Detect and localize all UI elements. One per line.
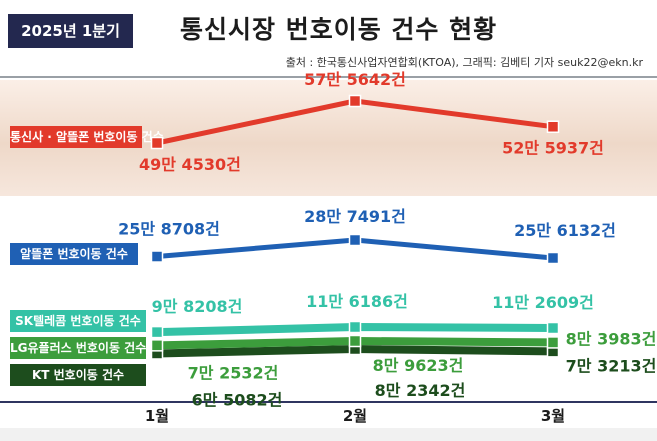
x-tick-label-3: 3월 [541,407,565,425]
data-label-mvno-3: 25만 6132건 [514,221,616,240]
data-point-mvno-3 [546,251,560,265]
data-label-skt-1: 9만 8208건 [152,297,243,316]
data-point-lgu-2 [348,334,362,348]
legend-tag-skt: SK텔레콤 번호이동 건수 [10,310,146,332]
legend-tag-mvno: 알뜰폰 번호이동 건수 [10,243,138,265]
source-credit: 출처 : 한국통신사업자연합회(KTOA), 그래픽: 김베티 기자 seuk2… [285,56,643,69]
data-label-lgu-1: 7만 2532건 [188,363,279,382]
data-label-skt-2: 11만 6186건 [306,292,408,311]
header-divider [0,76,657,78]
chart-title: 통신시장 번호이동 건수 현황 [180,15,498,44]
footer-stripe [0,428,657,441]
data-label-lgu-3: 8만 3983건 [566,329,657,348]
data-label-mvno-1: 25만 8708건 [118,220,220,239]
data-point-lgu-1 [150,339,164,352]
data-label-total-1: 49만 4530건 [139,155,241,174]
data-point-total-3 [546,120,560,133]
legend-tag-total: 통신사 · 알뜰폰 번호이동 건수 [10,126,164,148]
series-line-total [154,98,556,146]
data-label-total-2: 57만 5642건 [304,70,406,89]
data-point-total-2 [348,94,362,108]
x-tick-label-1: 1월 [145,407,169,425]
legend-tag-lgu: LG유플러스 번호이동 건수 [10,337,146,359]
x-tick-label-2: 2월 [343,407,367,425]
data-label-total-3: 52만 5937건 [502,139,604,158]
data-label-skt-3: 11만 2609건 [492,293,594,312]
data-point-mvno-1 [150,250,164,263]
legend-tag-kt: KT 번호이동 건수 [10,364,146,386]
data-label-lgu-2: 8만 9623건 [373,356,464,375]
x-axis-line [0,401,657,403]
data-point-skt-1 [150,325,164,339]
data-label-kt-1: 6만 5082건 [192,390,283,409]
data-point-total-1 [150,136,164,150]
data-point-lgu-3 [546,336,560,349]
data-label-mvno-2: 28만 7491건 [304,207,406,226]
period-badge: 2025년 1분기 [8,14,133,48]
data-label-kt-2: 8만 2342건 [375,381,466,400]
data-point-mvno-2 [348,233,362,247]
data-point-skt-2 [348,320,362,334]
data-label-kt-3: 7만 3213건 [566,356,657,375]
data-point-skt-3 [546,321,560,335]
